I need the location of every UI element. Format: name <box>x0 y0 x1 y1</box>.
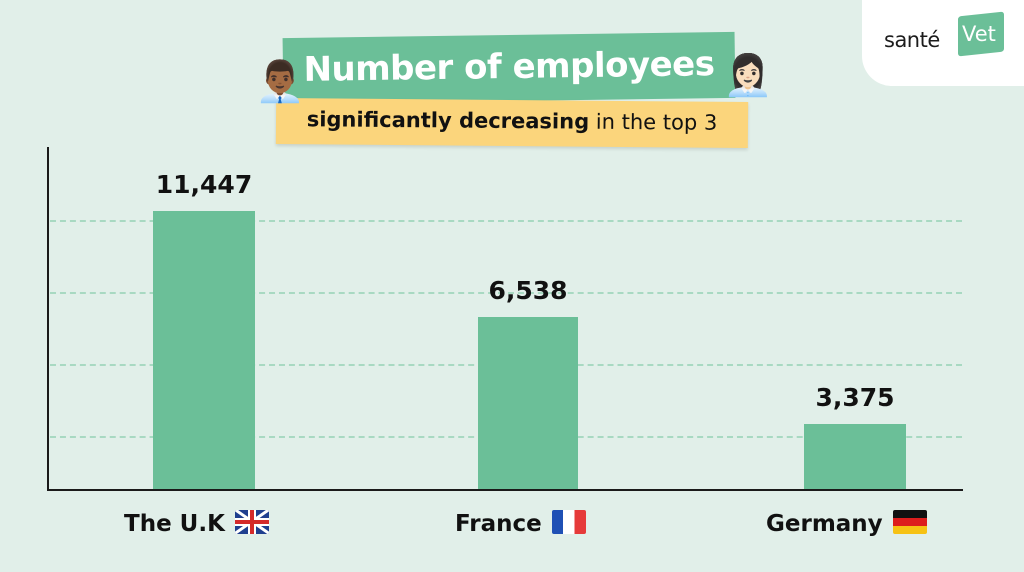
category-label: The U.K <box>124 511 225 537</box>
category-label: France <box>455 511 542 537</box>
businesswoman-emoji-icon: 👩🏻‍💼 <box>723 53 773 99</box>
category-germany: Germany <box>766 510 927 537</box>
brand-name-part2: Vet <box>962 22 996 46</box>
germany-flag-icon <box>892 510 927 534</box>
france-flag-icon <box>551 510 586 534</box>
category-uk: The U.K <box>124 510 269 537</box>
brand-vet-badge: Vet <box>958 11 1004 57</box>
value-label-uk: 11,447 <box>155 170 253 199</box>
bar-france <box>478 317 578 490</box>
gridline <box>50 292 962 294</box>
category-label: Germany <box>766 511 883 537</box>
subtitle-bold: significantly decreasing <box>306 107 590 134</box>
x-axis <box>47 489 963 491</box>
y-axis <box>47 147 49 491</box>
chart-title: Number of employees <box>303 44 715 90</box>
subtitle-banner: significantly decreasing in the top 3 <box>275 97 749 149</box>
brand-logo: santé Vet <box>862 0 1024 86</box>
subtitle-rest: in the top 3 <box>589 109 718 135</box>
value-label-germany: 3,375 <box>815 383 895 412</box>
brand-name-part1: santé <box>884 28 940 52</box>
bar-uk <box>153 211 255 490</box>
title-banner: Number of employees <box>282 31 736 105</box>
bar-germany <box>804 424 906 490</box>
uk-flag-icon <box>234 510 269 534</box>
gridline <box>50 220 962 222</box>
businessman-emoji-icon: 👨🏾‍💼 <box>255 59 305 105</box>
value-label-france: 6,538 <box>488 276 568 305</box>
category-france: France <box>455 510 586 537</box>
